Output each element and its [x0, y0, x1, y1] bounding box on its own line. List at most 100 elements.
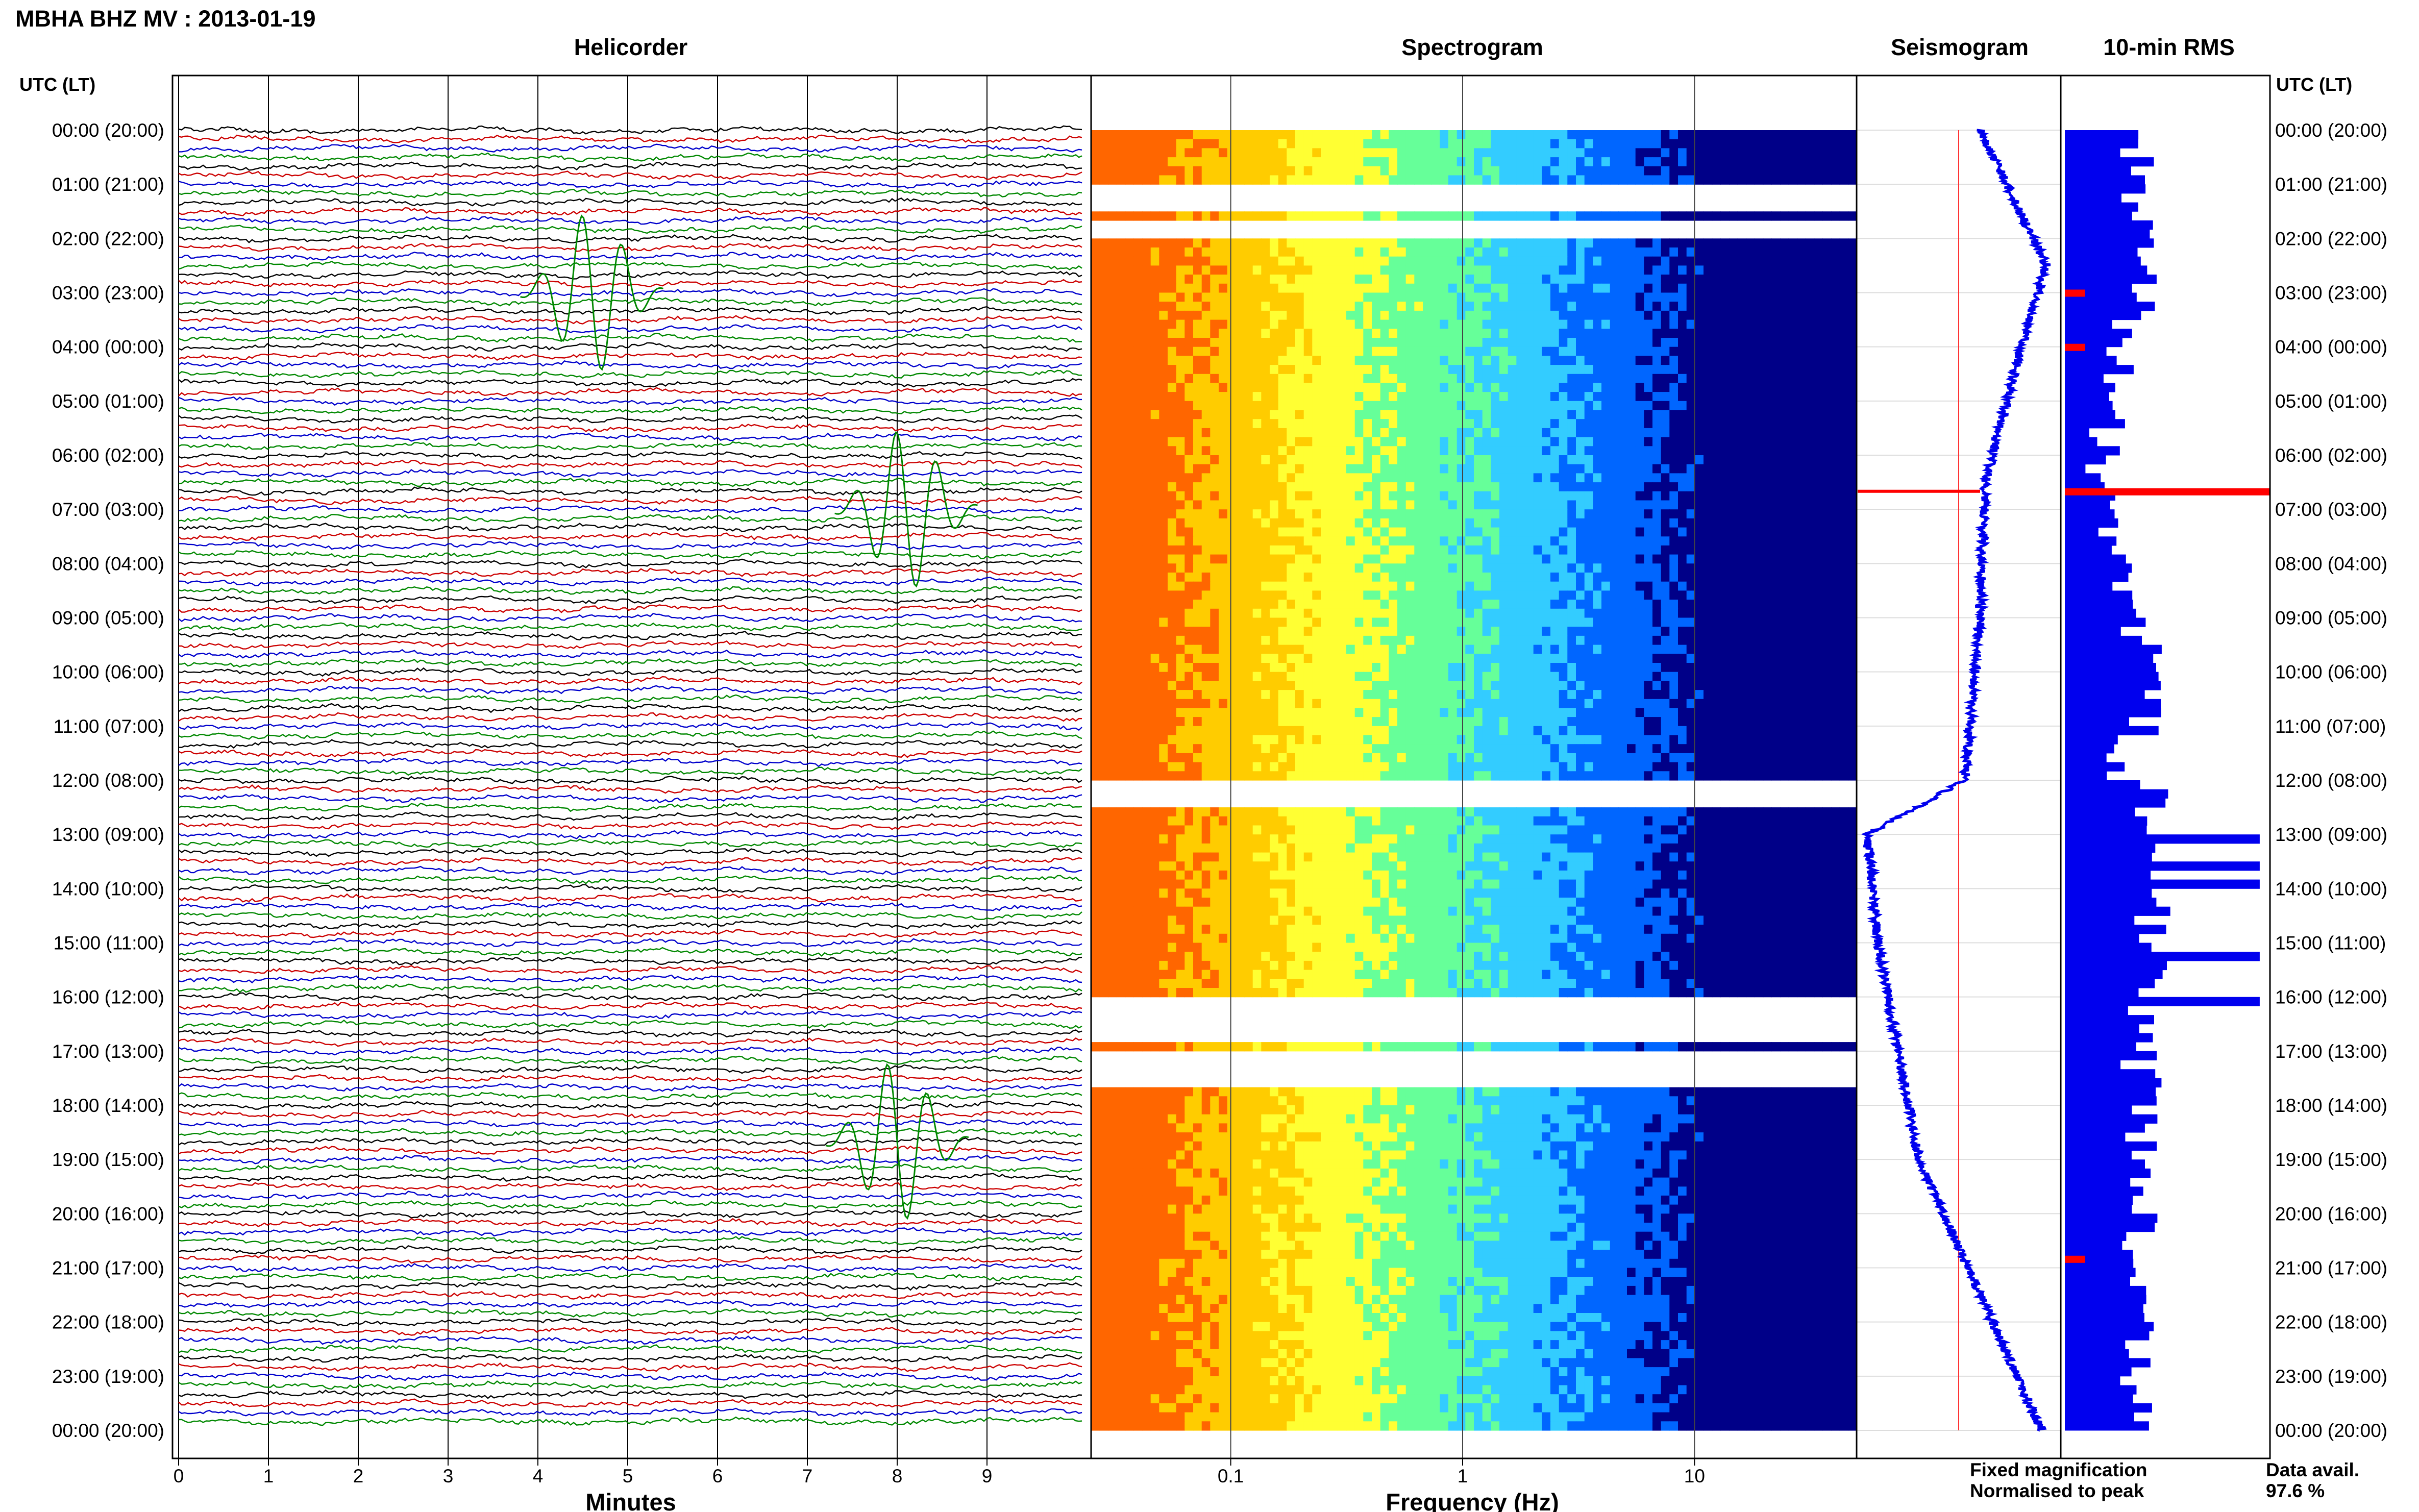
spectrogram-cell — [1482, 329, 1491, 338]
spectrogram-cell — [1176, 527, 1185, 537]
spectrogram-cell — [1610, 608, 1619, 618]
spectrogram-cell — [1312, 473, 1321, 483]
spectrogram-cell — [1193, 437, 1202, 447]
spectrogram-cell — [1176, 419, 1185, 429]
spectrogram-cell — [1448, 292, 1458, 302]
spectrogram-cell — [1405, 238, 1415, 248]
spectrogram-cell — [1610, 265, 1619, 275]
spectrogram-cell — [1559, 617, 1568, 627]
spectrogram-cell — [1508, 608, 1517, 618]
spectrogram-cell — [1108, 455, 1117, 465]
spectrogram-cell — [1712, 292, 1721, 302]
spectrogram-cell — [1559, 491, 1568, 501]
spectrogram-cell — [1117, 428, 1126, 438]
spectrogram-cell — [1686, 148, 1695, 158]
spectrogram-cell — [1236, 464, 1245, 474]
spectrogram-cell — [1201, 500, 1211, 510]
spectrogram-cell — [1601, 365, 1611, 375]
spectrogram-cell — [1746, 256, 1755, 266]
spectrogram-cell — [1755, 419, 1764, 429]
spectrogram-cell — [1729, 491, 1738, 501]
spectrogram-cell — [1176, 275, 1185, 284]
spectrogram-cell — [1278, 157, 1287, 167]
spectrogram-cell — [1338, 157, 1347, 167]
spectrogram-cell — [1788, 383, 1797, 392]
spectrogram-cell — [1363, 473, 1372, 483]
spectrogram-cell — [1099, 581, 1108, 591]
spectrogram-cell — [1508, 645, 1517, 654]
spectrogram-cell — [1278, 473, 1287, 483]
spectrogram-cell — [1661, 310, 1670, 320]
spectrogram-cell — [1848, 573, 1857, 582]
spectrogram-cell — [1474, 292, 1483, 302]
spectrogram-cell — [1601, 238, 1611, 248]
spectrogram-cell — [1244, 573, 1253, 582]
spectrogram-cell — [1780, 175, 1789, 185]
spectrogram-cell — [1797, 392, 1806, 402]
spectrogram-cell — [1201, 482, 1211, 492]
spectrogram-cell — [1159, 356, 1168, 365]
spectrogram-cell — [1763, 247, 1772, 257]
spectrogram-cell — [1593, 455, 1602, 465]
spectrogram-cell — [1193, 608, 1202, 618]
spectrogram-cell — [1329, 401, 1338, 411]
spectrogram-cell — [1780, 319, 1789, 329]
spectrogram-cell — [1542, 527, 1551, 537]
spectrogram-cell — [1746, 302, 1755, 311]
spectrogram-cell — [1201, 590, 1211, 600]
spectrogram-cell — [1508, 635, 1517, 646]
spectrogram-cell — [1108, 392, 1117, 402]
spectrogram-cell — [1644, 346, 1653, 356]
spectrogram-cell — [1354, 527, 1364, 537]
spectrogram-cell — [1652, 292, 1662, 302]
spectrogram-cell — [1627, 473, 1636, 483]
spectrogram-cell — [1278, 302, 1287, 311]
spectrogram-cell — [1210, 139, 1219, 148]
helicorder-trace — [178, 821, 1082, 830]
spectrogram-cell — [1142, 319, 1151, 329]
spectrogram-cell — [1474, 545, 1483, 555]
spectrogram-cell — [1508, 590, 1517, 600]
spectrogram-cell — [1635, 392, 1644, 402]
spectrogram-cell — [1142, 608, 1151, 618]
spectrogram-cell — [1601, 645, 1611, 654]
figure-title: MBHA BHZ MV : 2013-01-19 — [15, 6, 315, 32]
spectrogram-cell — [1431, 590, 1440, 600]
time-tick-label: 23:00 (19:00) — [52, 1366, 164, 1387]
spectrogram-cell — [1261, 157, 1270, 167]
spectrogram-cell — [1669, 527, 1679, 537]
spectrogram-cell — [1405, 275, 1415, 284]
spectrogram-cell — [1278, 573, 1287, 582]
spectrogram-cell — [1278, 130, 1287, 140]
spectrogram-cell — [1338, 581, 1347, 591]
spectrogram-cell — [1219, 518, 1228, 528]
spectrogram-cell — [1457, 437, 1466, 447]
spectrogram-cell — [1117, 175, 1126, 185]
spectrogram-cell — [1695, 635, 1704, 646]
spectrogram-cell — [1193, 617, 1202, 627]
spectrogram-cell — [1354, 509, 1364, 519]
spectrogram-cell — [1755, 545, 1764, 555]
spectrogram-cell — [1270, 573, 1279, 582]
spectrogram-cell — [1329, 383, 1338, 392]
spectrogram-cell — [1465, 617, 1474, 627]
spectrogram-cell — [1287, 491, 1296, 501]
spectrogram-cell — [1150, 446, 1159, 456]
spectrogram-cell — [1729, 310, 1738, 320]
spectrogram-cell — [1448, 617, 1458, 627]
spectrogram-cell — [1252, 329, 1262, 338]
spectrogram-cell — [1287, 410, 1296, 419]
spectrogram-cell — [1482, 573, 1491, 582]
spectrogram-cell — [1303, 401, 1313, 411]
spectrogram-cell — [1346, 627, 1355, 636]
spectrogram-cell — [1669, 590, 1679, 600]
spectrogram-cell — [1457, 139, 1466, 148]
spectrogram-cell — [1354, 275, 1364, 284]
spectrogram-cell — [1440, 392, 1449, 402]
spectrogram-cell — [1168, 608, 1177, 618]
spectrogram-cell — [1499, 256, 1509, 266]
spectrogram-cell — [1354, 365, 1364, 375]
spectrogram-cell — [1704, 139, 1713, 148]
spectrogram-cell — [1618, 238, 1627, 248]
spectrogram-cell — [1533, 590, 1542, 600]
